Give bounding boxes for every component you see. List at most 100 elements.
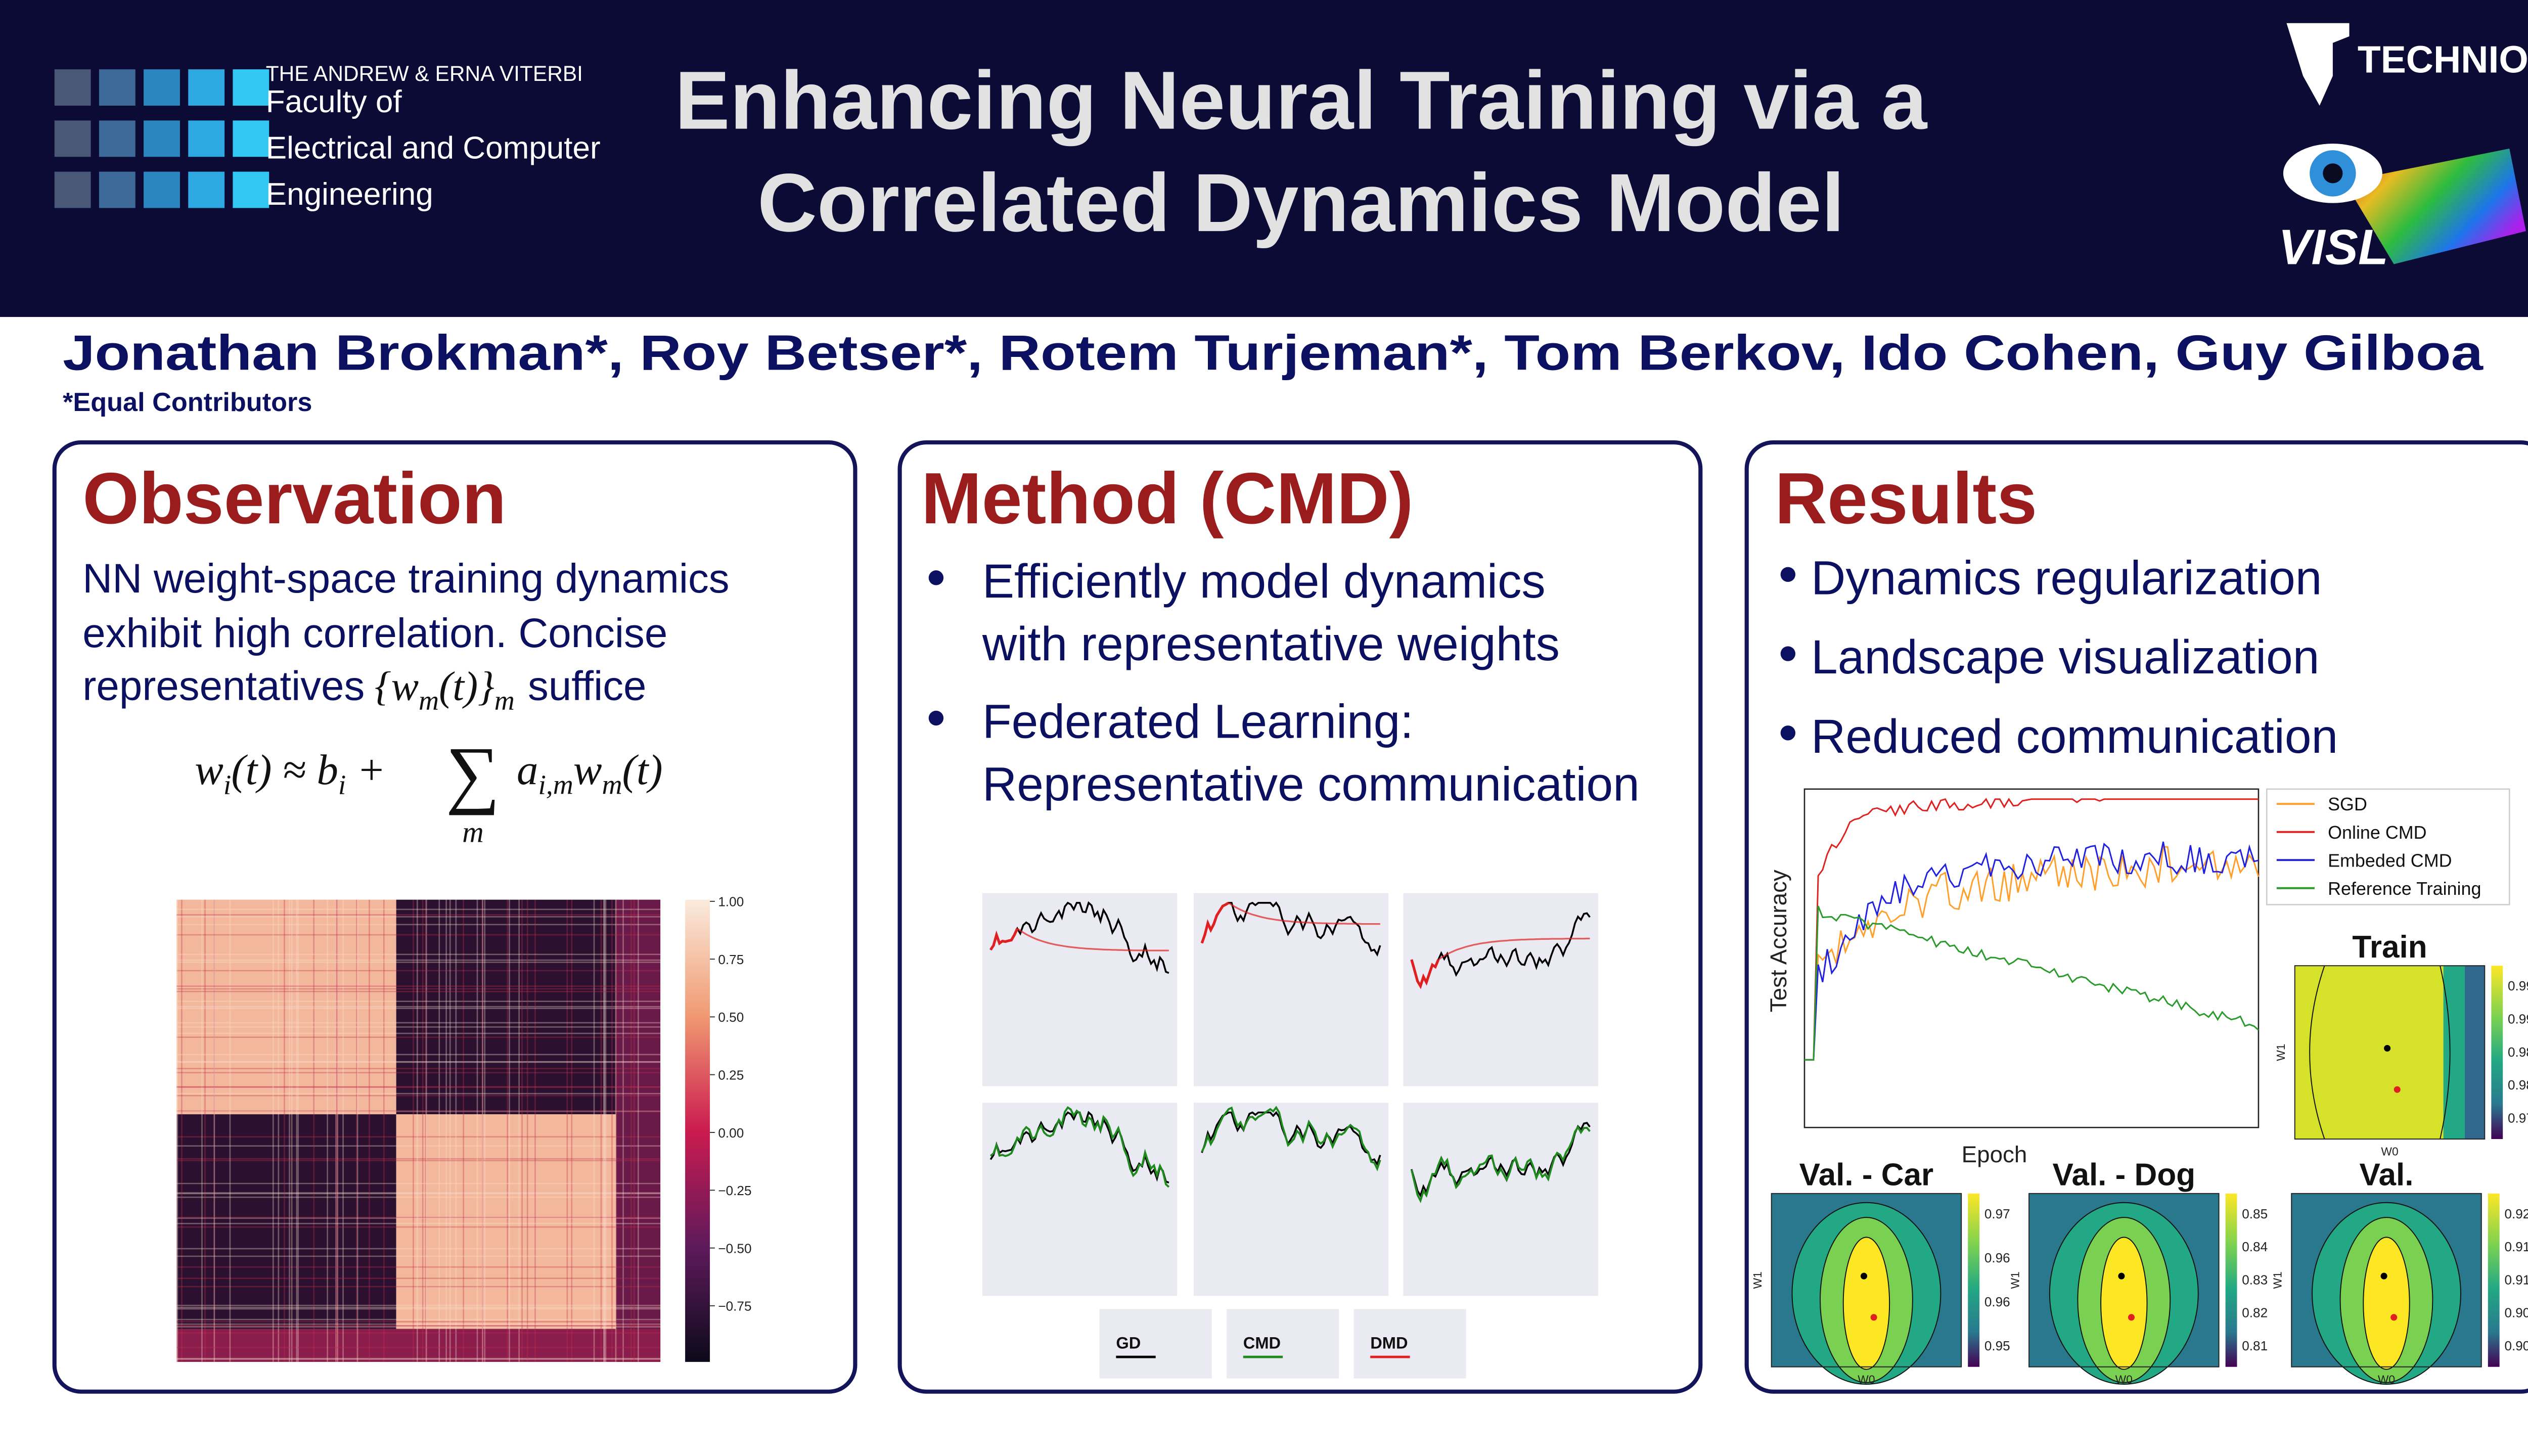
landscapes: 0.99 0.99 0.98 0.98 0.97 Train W0 W1 0.97 0.96 0.9…: [1751, 930, 2528, 1386]
formula: ai,mwm(t): [517, 746, 663, 801]
colorbar-label: 0.99: [2508, 1011, 2528, 1026]
colorbar-label: 0.75: [718, 952, 744, 967]
institution-line: Engineering: [266, 177, 433, 212]
panel-heading: Observation: [82, 458, 506, 539]
bullet-line: Efficiently model dynamics: [982, 555, 1546, 608]
logo-square: [233, 171, 269, 208]
technion-logo: TECHNION: [2358, 38, 2528, 81]
panel-heading: Method (CMD): [921, 458, 1413, 539]
math: {w: [375, 663, 419, 709]
x-axis-label: W0: [1858, 1373, 1875, 1386]
landscape-point: [2394, 1086, 2401, 1093]
y-axis-label: W1: [1751, 1271, 1764, 1289]
math: w: [573, 746, 602, 794]
heatmap-block: [615, 899, 661, 1362]
legend-label: Reference Training: [2328, 878, 2481, 899]
legend-label: SGD: [2328, 794, 2367, 814]
header-band: [0, 0, 2528, 317]
panel-heading: Results: [1775, 458, 2037, 539]
correlation-heatmap: [176, 899, 661, 1362]
landscape-frame: [2291, 1193, 2482, 1368]
title-line: Enhancing Neural Training via a: [675, 54, 1928, 147]
dynamics-curve: [989, 928, 1019, 951]
dynamics-curve: [1201, 901, 1381, 957]
landscape-contour: [1842, 1237, 1890, 1370]
bullet-line: with representative weights: [982, 617, 1560, 671]
formula: wi(t) ≈ bi +: [195, 746, 386, 801]
colorbar-label: 0.96: [1984, 1250, 2010, 1265]
accuracy-curves: [1804, 797, 2260, 1061]
dynamics-panel: [1403, 1103, 1598, 1296]
y-axis-label: Test Accuracy: [1766, 870, 1791, 1012]
dynamics-curve: [1200, 901, 1230, 944]
plot-frame: [1803, 788, 2260, 1128]
colorbar-label: 0.90: [2504, 1305, 2528, 1321]
colorbar-label: 0.92: [2504, 1206, 2528, 1221]
accuracy-curve: [1804, 797, 2259, 1061]
visl-logo: VISL: [2278, 219, 2388, 275]
logo-square: [54, 69, 91, 106]
institution-line: THE ANDREW & ERNA VITERBI: [266, 62, 583, 85]
heatmap-block: [176, 1114, 396, 1329]
colorbar-label: 0.84: [2242, 1239, 2268, 1254]
logo-square: [99, 69, 136, 106]
colorbar: [2225, 1193, 2237, 1367]
math-sub: m: [419, 686, 439, 716]
landscape-point: [1861, 1272, 1868, 1280]
logo-square: [188, 69, 225, 106]
math: +: [346, 746, 386, 794]
legend-box: [1099, 1309, 1212, 1379]
dynamics-curve: [1411, 1122, 1591, 1198]
bullet: [928, 570, 944, 585]
x-axis-label: W0: [2378, 1373, 2395, 1386]
bullet: [928, 710, 944, 726]
sum-sign: ∑: [446, 732, 500, 815]
legend: SGD Online CMD Embeded CMD Reference Traini…: [2276, 794, 2481, 899]
colorbar-label: 0.91: [2504, 1272, 2528, 1287]
landscape-point: [1870, 1314, 1877, 1321]
colorbar-label: 0.91: [2504, 1239, 2528, 1254]
body-text: suffice: [528, 663, 646, 709]
logo-square: [99, 120, 136, 157]
logo-square: [54, 120, 91, 157]
logo-square: [144, 171, 180, 208]
dynamics-panel: [1193, 1103, 1389, 1296]
body-line: representatives {wm(t)}m suffice: [82, 663, 646, 716]
colorbar-label: 0.90: [2504, 1338, 2528, 1353]
panel: [1744, 440, 2528, 1394]
visl-rainbow: [2344, 148, 2526, 264]
bullet: [1780, 646, 1796, 661]
heatmap-block: [396, 1114, 616, 1329]
accuracy-curve: [1804, 841, 2259, 1061]
y-axis-label: W1: [2271, 1271, 2284, 1289]
colorbar-label: 0.96: [1984, 1294, 2010, 1309]
colorbar-label: −0.25: [718, 1183, 751, 1198]
bullet: [1780, 725, 1796, 741]
heatmap-block: [176, 1329, 661, 1362]
landscape-contour: [2309, 965, 2325, 1140]
colorbar-label: 0.82: [2242, 1305, 2268, 1321]
colorbar-label: −0.75: [718, 1299, 751, 1314]
landscape-title: Val.: [2360, 1157, 2414, 1192]
dynamics-curve: [1411, 912, 1591, 988]
dynamics-curve: [1228, 902, 1380, 925]
bullet-line: Representative communication: [982, 758, 1640, 811]
body-line: exhibit high correlation. Concise: [82, 610, 667, 656]
logo-square: [54, 171, 91, 208]
heatmap-block: [176, 899, 396, 1115]
landscape-title: Train: [2352, 930, 2427, 965]
landscape-contour: [2363, 1237, 2410, 1370]
panel: [52, 440, 857, 1394]
y-axis-label: W1: [2008, 1271, 2021, 1289]
math: w: [195, 746, 223, 794]
logo-square: [99, 171, 136, 208]
accuracy-curve: [1804, 905, 2259, 1061]
landscape-title: Val. - Car: [1799, 1157, 1933, 1192]
x-axis-label: W0: [2115, 1373, 2133, 1386]
colorbar-label: 0.99: [2508, 978, 2528, 993]
institution-line: Electrical and Computer: [266, 130, 601, 165]
note: *Equal Contributors: [63, 388, 312, 417]
dynamics-curve: [1201, 1106, 1381, 1171]
dynamics-panel: [982, 1103, 1178, 1296]
